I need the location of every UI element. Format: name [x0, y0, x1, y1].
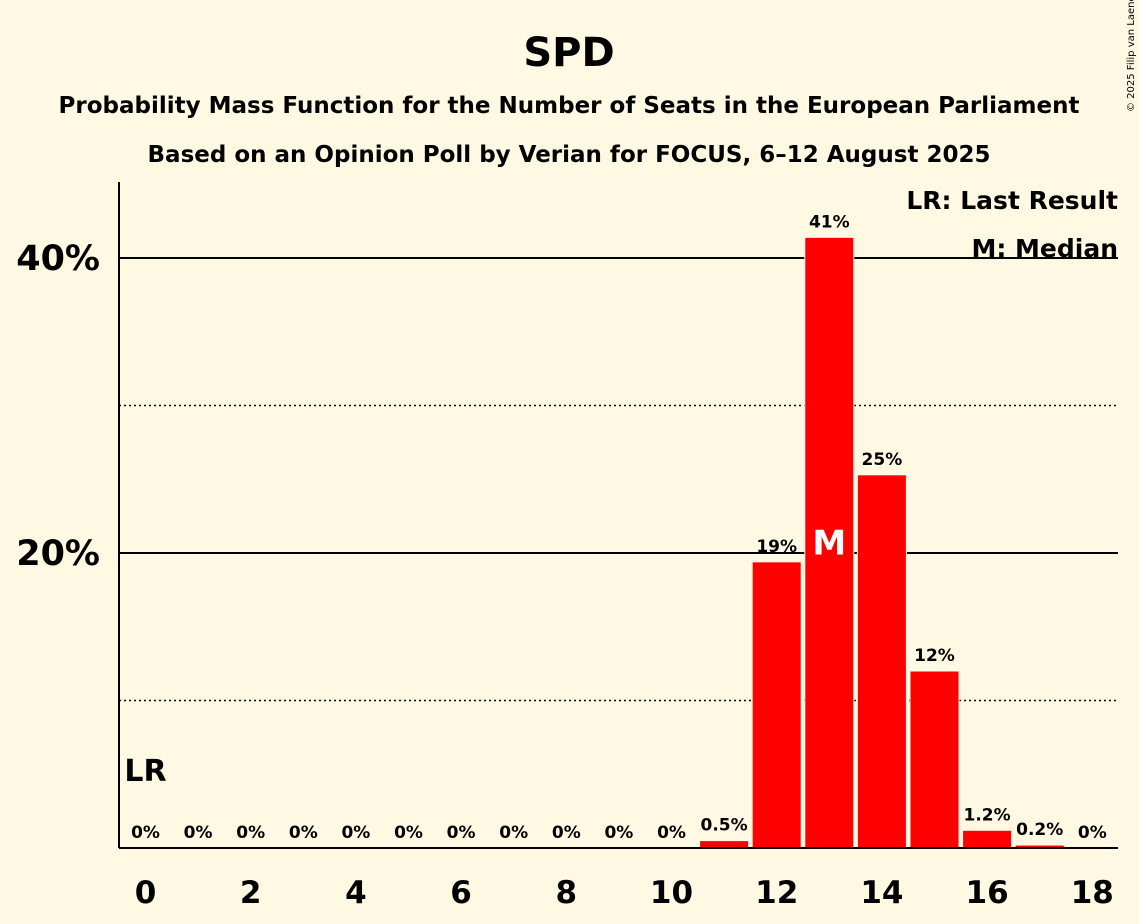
bar — [804, 236, 855, 849]
data-labels: 0% 0% 0% 0% 0% 0% 0% 0% 0% 0% 0% 0.5% 19% 41% 25% 12% 1.… — [124, 212, 1106, 843]
bar — [751, 561, 802, 849]
axes: 0 2 4 6 8 10 12 14 16 18 — [118, 182, 1118, 911]
x-tick-label: 12 — [755, 875, 798, 911]
data-label: 0% — [289, 823, 318, 843]
gridlines: 20% 40% — [16, 239, 1118, 702]
x-tick-label: 4 — [345, 875, 367, 911]
x-tick-label: 8 — [556, 875, 578, 911]
x-tick-label: 6 — [450, 875, 472, 911]
data-label: 0% — [131, 823, 160, 843]
data-label: 0% — [657, 823, 686, 843]
x-tick-label: 10 — [650, 875, 693, 911]
x-tick-label: 18 — [1071, 875, 1114, 911]
chart-subtitle-poll: Based on an Opinion Poll by Verian for F… — [148, 142, 991, 168]
data-label: 0% — [552, 823, 581, 843]
chart-subtitle: Probability Mass Function for the Number… — [59, 93, 1080, 119]
data-label: 12% — [914, 646, 955, 666]
median-marker: M — [812, 524, 846, 564]
y-tick-label: 20% — [16, 534, 100, 574]
data-label: 0% — [1078, 823, 1107, 843]
legend-median: M: Median — [971, 234, 1118, 263]
data-label: 0% — [236, 823, 265, 843]
copyright-notice: © 2025 Filip van Laenen — [1126, 0, 1137, 112]
data-label: 25% — [862, 450, 903, 470]
bar — [856, 474, 907, 849]
bar — [962, 829, 1013, 849]
data-label: 0.5% — [701, 816, 748, 836]
last-result-marker: LR — [124, 754, 166, 789]
data-label: 0.2% — [1016, 820, 1063, 840]
x-tick-label: 0 — [135, 875, 157, 911]
x-tick-label: 2 — [240, 875, 262, 911]
data-label: 0% — [499, 823, 528, 843]
bar — [909, 670, 960, 849]
chart-title: SPD — [523, 30, 614, 76]
data-label: 0% — [184, 823, 213, 843]
bars — [699, 236, 1065, 849]
bar — [699, 840, 750, 849]
data-label: 0% — [341, 823, 370, 843]
x-tick-label: 14 — [860, 875, 903, 911]
data-label: 19% — [756, 537, 797, 557]
legend-last-result: LR: Last Result — [906, 186, 1118, 215]
data-label: 1.2% — [964, 805, 1011, 825]
y-tick-label: 40% — [16, 239, 100, 279]
data-label: 41% — [809, 212, 850, 232]
data-label: 0% — [394, 823, 423, 843]
x-tick-label: 16 — [966, 875, 1009, 911]
data-label: 0% — [604, 823, 633, 843]
data-label: 0% — [447, 823, 476, 843]
